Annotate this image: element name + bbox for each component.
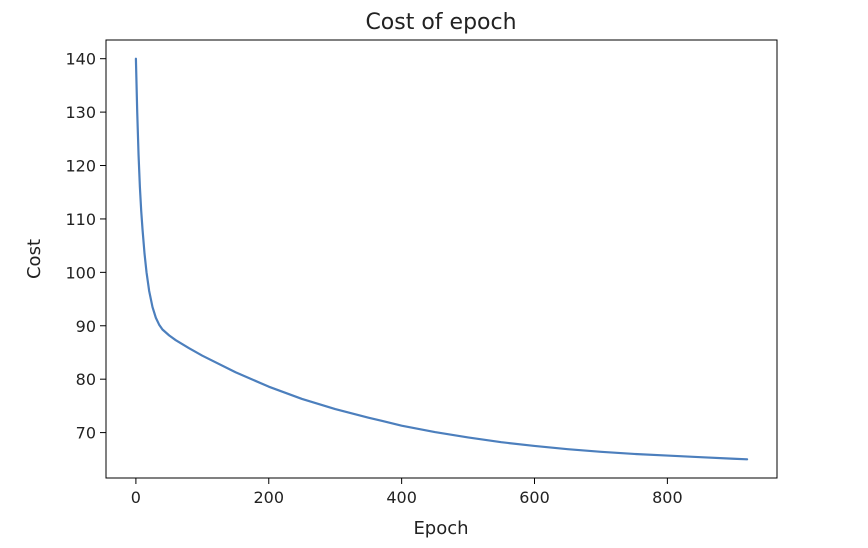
plot-area	[134, 57, 749, 461]
y-tick-label: 90	[76, 317, 96, 336]
x-axis-title: Epoch	[413, 518, 468, 539]
y-axis-title: Cost	[24, 239, 45, 279]
x-tick-label: 200	[253, 488, 284, 507]
series-line-0	[134, 57, 749, 461]
x-tick-label: 0	[131, 488, 141, 507]
x-tick-label: 400	[386, 488, 417, 507]
y-tick-label: 70	[76, 424, 96, 443]
x-axis: 0 200 400 600 800	[131, 478, 683, 507]
y-tick-label: 120	[65, 157, 96, 176]
y-tick-label: 110	[65, 210, 96, 229]
y-tick-label: 130	[65, 103, 96, 122]
y-axis: 70 80 90 100 110 120 130 140	[65, 50, 106, 443]
x-tick-label: 800	[652, 488, 683, 507]
y-tick-label: 100	[65, 263, 96, 282]
y-tick-label: 140	[65, 50, 96, 69]
plot-frame	[105, 39, 778, 479]
x-tick-label: 600	[519, 488, 550, 507]
y-tick-label: 80	[76, 370, 96, 389]
chart-title: Cost of epoch	[365, 10, 516, 35]
